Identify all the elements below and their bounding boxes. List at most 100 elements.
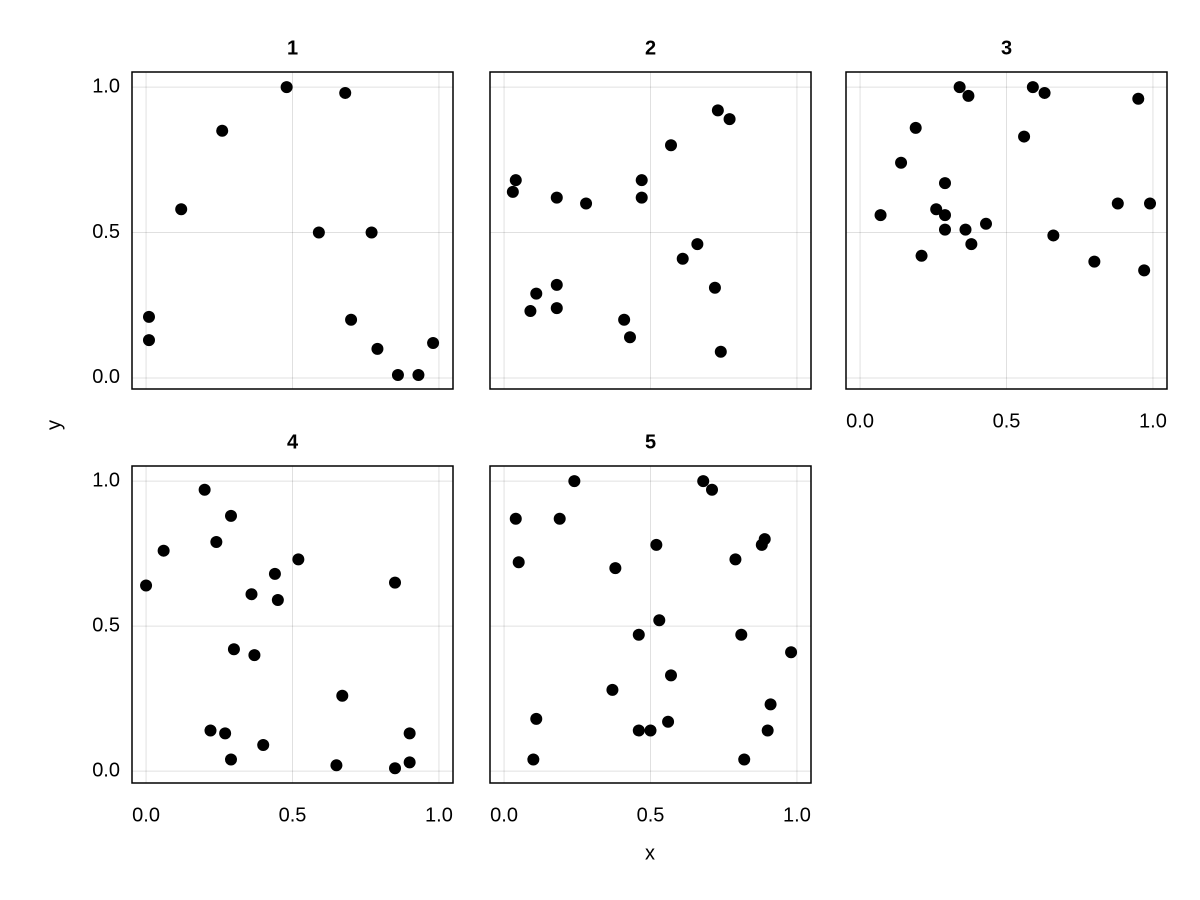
point xyxy=(930,203,943,216)
point xyxy=(915,249,928,262)
point xyxy=(965,238,978,251)
point xyxy=(427,337,440,350)
point xyxy=(271,593,284,606)
point xyxy=(618,313,631,326)
point xyxy=(735,628,748,641)
point xyxy=(764,698,777,711)
point xyxy=(1018,130,1031,143)
point xyxy=(895,156,908,169)
point xyxy=(1138,264,1151,277)
panel-title: 5 xyxy=(645,431,656,453)
point xyxy=(665,669,678,682)
point xyxy=(691,238,704,251)
plot-frame xyxy=(845,71,1168,390)
point xyxy=(580,197,593,210)
point xyxy=(979,217,992,230)
point xyxy=(403,727,416,740)
plot-frame xyxy=(131,71,454,390)
point xyxy=(527,753,540,766)
point xyxy=(530,712,543,725)
point xyxy=(142,334,155,347)
point xyxy=(509,512,522,525)
panel-title: 2 xyxy=(645,37,656,59)
x-tick-label: 0.0 xyxy=(490,804,518,826)
point xyxy=(391,369,404,382)
y-tick-label: 0.0 xyxy=(92,759,120,781)
point xyxy=(412,369,425,382)
x-tick-label: 1.0 xyxy=(1139,410,1167,432)
point xyxy=(938,209,951,222)
point xyxy=(623,331,636,344)
point xyxy=(1111,197,1124,210)
point xyxy=(1132,92,1145,105)
point xyxy=(962,89,975,102)
point xyxy=(553,512,566,525)
point xyxy=(403,756,416,769)
point xyxy=(606,683,619,696)
point xyxy=(219,727,232,740)
point xyxy=(227,643,240,656)
point xyxy=(224,509,237,522)
x-tick-label: 0.0 xyxy=(846,410,874,432)
x-axis-label: x xyxy=(645,842,655,864)
point xyxy=(729,553,742,566)
point xyxy=(714,345,727,358)
point xyxy=(389,576,402,589)
point xyxy=(738,753,751,766)
point xyxy=(204,724,217,737)
point xyxy=(268,567,281,580)
point xyxy=(345,313,358,326)
point xyxy=(938,223,951,236)
point xyxy=(550,191,563,204)
x-tick-label: 1.0 xyxy=(425,804,453,826)
point xyxy=(761,724,774,737)
point xyxy=(175,203,188,216)
point xyxy=(959,223,972,236)
y-axis-label: y xyxy=(43,420,65,430)
x-tick-label: 0.5 xyxy=(279,804,307,826)
point xyxy=(665,139,678,152)
point xyxy=(339,86,352,99)
point xyxy=(142,310,155,323)
point xyxy=(524,305,537,318)
point xyxy=(676,252,689,265)
point xyxy=(365,226,378,239)
point xyxy=(280,81,293,94)
point xyxy=(1088,255,1101,268)
point xyxy=(785,646,798,659)
point xyxy=(140,579,153,592)
point xyxy=(198,483,211,496)
point xyxy=(953,81,966,94)
point xyxy=(653,614,666,627)
point xyxy=(312,226,325,239)
point xyxy=(245,588,258,601)
point xyxy=(506,185,519,198)
point xyxy=(758,533,771,546)
point xyxy=(609,562,622,575)
point xyxy=(632,628,645,641)
point xyxy=(512,556,525,569)
point xyxy=(568,475,581,488)
point xyxy=(711,104,724,117)
point xyxy=(530,287,543,300)
point xyxy=(706,483,719,496)
point xyxy=(157,544,170,557)
panel-title: 1 xyxy=(287,37,298,59)
point xyxy=(723,113,736,126)
point xyxy=(1144,197,1157,210)
point xyxy=(635,191,648,204)
y-tick-label: 0.5 xyxy=(92,614,120,636)
point xyxy=(909,121,922,134)
point xyxy=(1026,81,1039,94)
point xyxy=(874,209,887,222)
point xyxy=(697,475,710,488)
point xyxy=(938,177,951,190)
x-tick-label: 1.0 xyxy=(783,804,811,826)
panel-title: 4 xyxy=(287,431,299,453)
y-tick-label: 0.5 xyxy=(92,221,120,243)
plot-frame xyxy=(489,71,812,390)
plot-frame xyxy=(131,465,454,784)
